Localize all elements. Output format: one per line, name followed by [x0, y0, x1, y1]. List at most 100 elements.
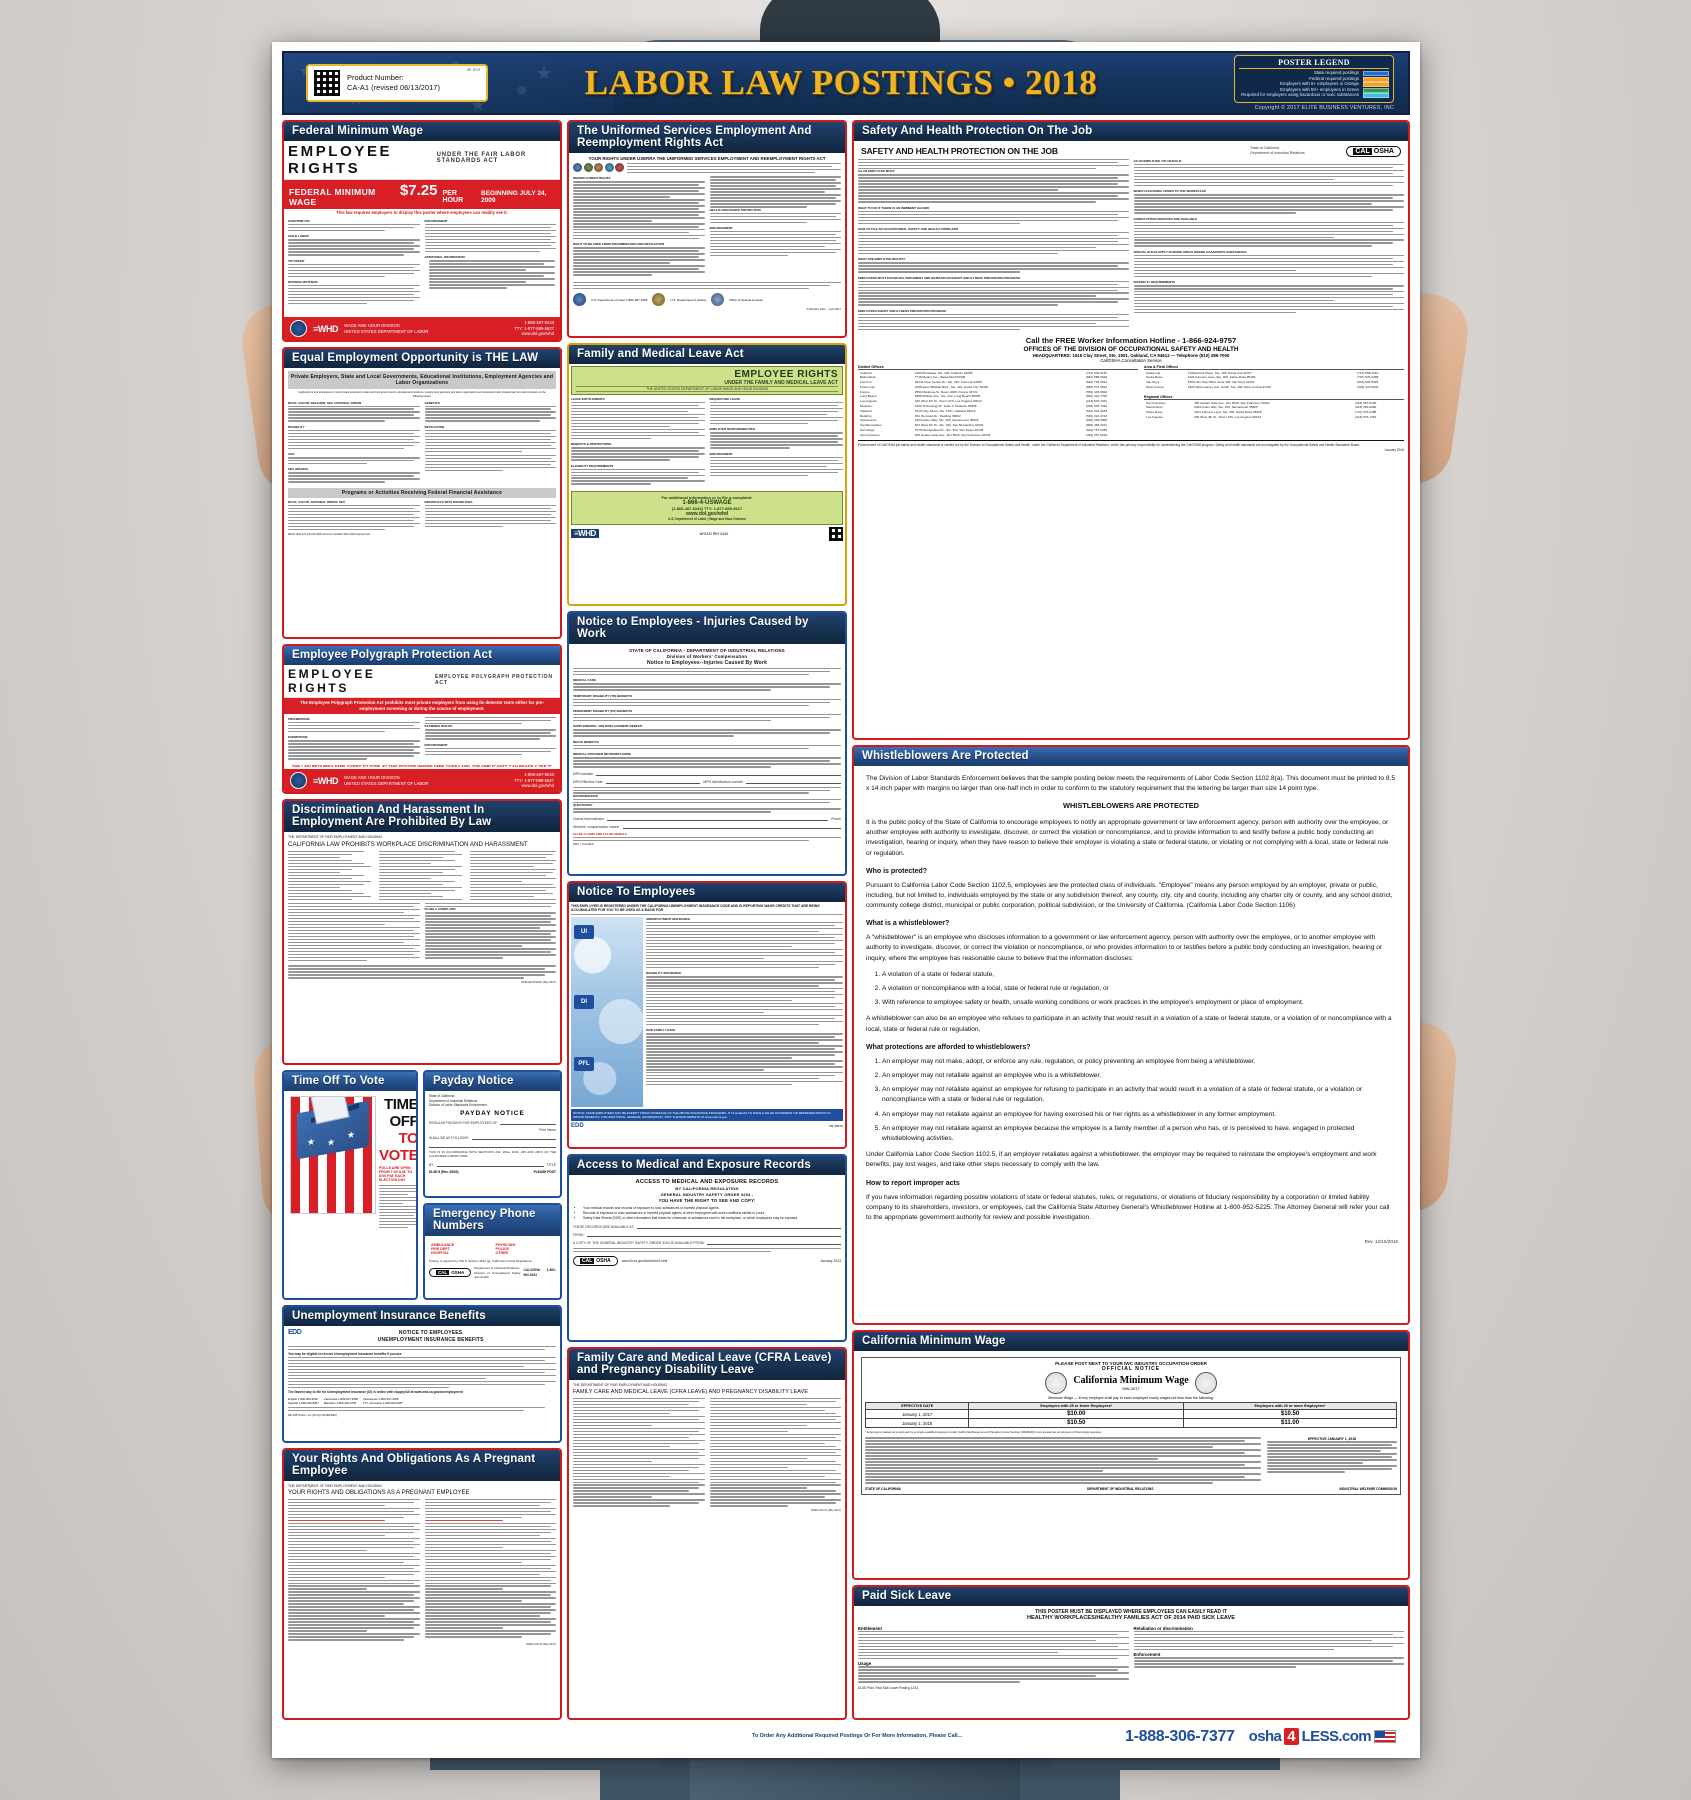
text-col-left: PROHIBITIONS EXEMPTIONS: [288, 717, 420, 763]
office-addr: 1515 Clay Street, Ste. 1301, Oakland 946…: [914, 408, 976, 413]
section-heading: INDIVIDUALS WITH DISABILITIES: [424, 499, 473, 504]
agency-phone: 1-866-487-9243: [524, 772, 554, 778]
contact-web[interactable]: www.dol.gov/whd: [685, 510, 729, 517]
table-row: Foster City 1065 East Hillsdale Blvd., St…: [858, 384, 1138, 389]
input-rule[interactable]: [500, 1120, 556, 1125]
ballot-box-flag-icon: ★ ★ ★: [290, 1096, 376, 1214]
input-rule[interactable]: [707, 1240, 841, 1245]
section-heading: BENEFITS & PROTECTIONS: [571, 442, 612, 447]
dept-label: Department of Industrial Relations: [429, 1098, 478, 1103]
office-city: Van Nuys: [1146, 380, 1160, 385]
panel-federal-minimum-wage: Federal Minimum Wage EMPLOYEE RIGHTS UND…: [282, 120, 562, 342]
firm-name-hint: Firm Name: [539, 1127, 556, 1132]
office-phone: (661) 588-6400: [1085, 375, 1108, 380]
text-columns: [573, 1397, 841, 1507]
section-heading: WHEN CALIFORNIA COMES TO THE WORKPLACE: [1133, 189, 1207, 194]
form-id: DFEH-E07P-ENG (May 2017): [521, 980, 556, 984]
field-label: SHALL BE AS FOLLOWS:: [429, 1135, 469, 1140]
answer-how-to-report: If you have information regarding possib…: [866, 1193, 1390, 1221]
whistleblower-policy: It is the public policy of the State of …: [866, 818, 1389, 857]
employer-note: * Employers treated as employed by a sin…: [865, 1430, 1103, 1434]
answer-what-is-whistleblower: A "whistleblower" is an employee who dis…: [866, 934, 1383, 962]
minimum-wage-notice-box: PLEASE POST NEXT TO YOUR IWC INDUSTRY OC…: [861, 1357, 1401, 1495]
panel-body: YOUR RIGHTS UNDER USERRA THE UNIFORMED S…: [569, 153, 845, 336]
state-seal-icon: [1045, 1372, 1068, 1394]
per-hour-label: PER HOUR: [442, 190, 464, 204]
col-header-district: District Offices: [858, 365, 1138, 371]
complaint-col: FILING A COMPLAINT: [424, 903, 556, 961]
footer-phone[interactable]: 1-888-306-7377: [1124, 1727, 1235, 1745]
eeo-subhead-2: Programs or Activities Receiving Federal…: [341, 489, 503, 496]
input-rule[interactable]: [636, 1224, 841, 1229]
input-rule[interactable]: [605, 779, 701, 784]
legend-title: POSTER LEGEND: [1239, 58, 1389, 70]
input-rule[interactable]: [595, 771, 841, 776]
text-columns: Entitlement Usage Retaliation or discrim…: [858, 1624, 1404, 1683]
agency-web[interactable]: www.dir.ca.gov/dosh/dosh1.html: [621, 1258, 668, 1263]
input-rule[interactable]: [436, 1162, 544, 1167]
panel-header: Payday Notice: [425, 1072, 560, 1091]
panel-paid-sick-leave: Paid Sick Leave THIS POSTER MUST BE DISP…: [852, 1585, 1410, 1720]
consultation-line: Cal/OSHA Consultation Service: [1100, 358, 1162, 364]
copyright-text: Copyright © 2017 ELITE BUSINESS VENTURES…: [1254, 104, 1394, 111]
text-col-left: Entitlement Usage: [858, 1624, 1129, 1683]
state-label: STATE OF CALIFORNIA: [865, 1486, 901, 1491]
col-header: Employers with 26 or more Employees*: [1183, 1402, 1397, 1410]
input-rule[interactable]: [746, 779, 842, 784]
field-label: MPN identification number: [703, 779, 744, 784]
question-what-is-whistleblower: What is a whistleblower?: [866, 920, 950, 928]
panel-body: OVERTIME PAY CHILD LABOR TIP CREDIT NURS…: [284, 216, 560, 315]
section-heading: TIP CREDIT: [288, 258, 305, 263]
section-heading: RETALIATION: [424, 424, 445, 429]
input-rule[interactable]: [586, 1232, 841, 1237]
legend-label: Employers with 5+ employees in Orange: [1280, 81, 1359, 87]
input-rule[interactable]: [607, 816, 829, 821]
dol-seal-icon: [290, 772, 307, 789]
legend-swatch-orange: [1363, 82, 1389, 88]
form-id: DFEH-100-21 (May 2017): [811, 1508, 841, 1512]
offices-title: OFFICES OF THE DIVISION OF OCCUPATIONAL …: [1023, 346, 1239, 354]
input-rule[interactable]: [429, 1143, 556, 1148]
dol-agency-bar: ≡WHD WAGE AND HOUR DIVISION UNITED STATE…: [284, 317, 560, 340]
agency-contact: 1-866-487-9243 TTY: 1-877-889-5627 www.d…: [514, 772, 554, 788]
contact-dept: U.S. Department of Labor | Wage and Hour…: [668, 516, 746, 521]
qr-code-icon: [314, 70, 340, 96]
office-city: Fresno: [860, 389, 870, 394]
input-rule[interactable]: [471, 1135, 556, 1140]
language-line: English 1-800-300-5616: [288, 1396, 318, 1401]
field-label: OTHER: [495, 1251, 509, 1255]
headquarters-line: HEADQUARTERS: 1515 Clay Street, Ste. 190…: [1032, 353, 1230, 359]
agency-label: Office of Special Counsel: [729, 297, 763, 302]
panel-polygraph: Employee Polygraph Protection Act EMPLOY…: [282, 644, 562, 794]
section-heading: Entitlement: [858, 1626, 882, 1631]
panel-title: California Minimum Wage: [1073, 1375, 1189, 1386]
vote-payday-row: Time Off To Vote ★ ★ ★: [282, 1070, 562, 1300]
agency-web[interactable]: www.dol.gov/whd: [521, 331, 554, 337]
panel-payday-notice: Payday Notice State of California Depart…: [423, 1070, 562, 1198]
section-heading: Disability Insurance: [646, 971, 682, 976]
law-requires-note: THE LAW REQUIRES EMPLOYERS TO DISPLAY TH…: [291, 763, 553, 767]
agency-web[interactable]: www.dol.gov/whd: [521, 783, 554, 789]
legend-row: Employers with 5+ employees in Orange: [1239, 81, 1389, 88]
dept-label: THE UNITED STATES DEPARTMENT OF LABOR WA…: [576, 386, 838, 392]
subtitle-1: BY CALIFORNIA REGULATION: [675, 1186, 739, 1191]
table-row: San Francisco 455 Golden Gate Ave., Rm 95…: [1144, 400, 1404, 405]
brand-logo[interactable]: osha 4 LESS.com: [1249, 1728, 1396, 1745]
dept-label: Department of Industrial Relations: [1250, 150, 1305, 155]
area-offices-table: Santa Ana 2 MacArthur Place, Ste. 400, Sa…: [1144, 370, 1404, 389]
table-row: January 1, 2017 $10.00 $10.50: [864, 1409, 1397, 1419]
panel-title: YOUR RIGHTS AND OBLIGATIONS AS A PREGNAN…: [288, 1489, 470, 1496]
panel-body: PLEASE POST NEXT TO YOUR IWC INDUSTRY OC…: [854, 1351, 1408, 1578]
panel-title: HEALTHY WORKPLACES/HEALTHY FAMILIES ACT …: [1026, 1615, 1236, 1621]
office-phone: (707) 576-2388: [1355, 410, 1377, 415]
panel-body: The Division of Labor Standards Enforcem…: [854, 766, 1408, 1237]
service-seal-icon: [615, 163, 624, 172]
panel-header: The Uniformed Services Employment And Re…: [569, 122, 845, 153]
section-heading: False claims and false denials: [573, 831, 627, 836]
input-rule[interactable]: [622, 824, 841, 829]
section-heading: SPECIAL RULES APPLY IN WORK AREAS WHERE …: [1133, 249, 1247, 254]
section-heading: Usage: [858, 1661, 872, 1667]
office-phone: (909) 383-4321: [1085, 423, 1108, 428]
panel-discrimination: Discrimination And Harassment In Employm…: [282, 799, 562, 1065]
section-heading: RACE, COLOR, RELIGION, SEX, NATIONAL ORI…: [288, 400, 362, 405]
